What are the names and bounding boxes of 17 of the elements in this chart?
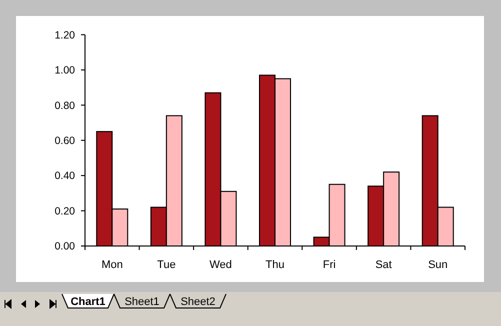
y-tick-label: 0.00 xyxy=(54,240,76,253)
x-tick-label: Mon xyxy=(101,259,123,271)
x-tick-label: Wed xyxy=(210,259,232,271)
y-tick-label: 1.00 xyxy=(54,64,76,77)
y-tick-label: 0.80 xyxy=(54,100,76,112)
text: Sheet1 xyxy=(124,296,160,308)
caption: Chart1 xyxy=(70,296,106,308)
x-tick-label: Sat xyxy=(375,259,392,271)
x-tick-label: Thu xyxy=(266,259,284,271)
x-tick-label: Fri xyxy=(322,259,336,271)
y-tick-label: 0.20 xyxy=(54,205,76,218)
y-tick-label: 0.40 xyxy=(54,170,76,182)
x-tick-label: Tue xyxy=(157,259,176,271)
text: Sheet2 xyxy=(180,296,216,308)
y-tick-label: 1.20 xyxy=(54,29,76,42)
x-tick-label: Sun xyxy=(428,259,448,271)
y-tick-label: 0.60 xyxy=(54,135,76,148)
